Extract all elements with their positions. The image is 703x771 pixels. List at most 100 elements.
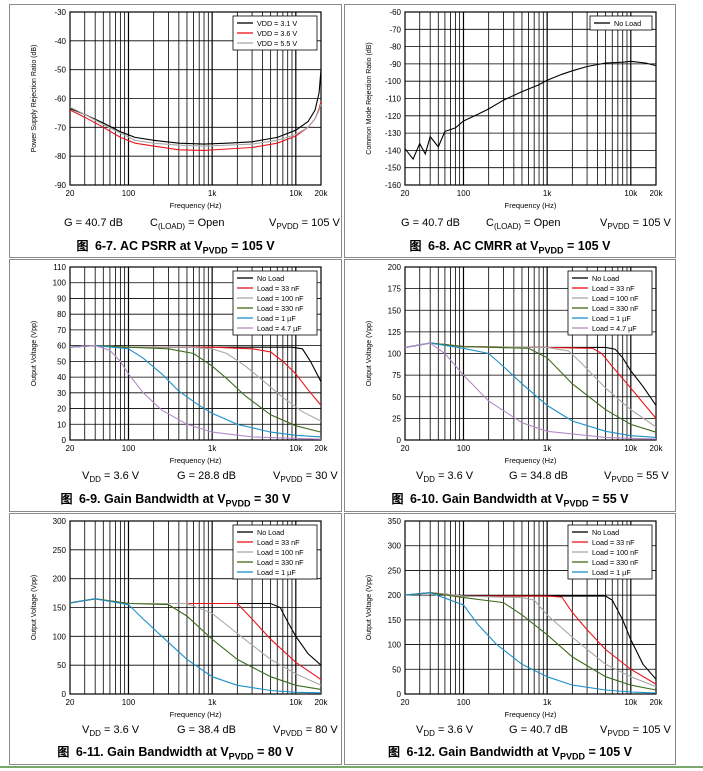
legend-label: No Load — [592, 274, 619, 283]
y-tick-label: 200 — [388, 591, 402, 600]
x-tick-label: 20 — [66, 189, 75, 198]
x-axis-label: Frequency (Hz) — [170, 201, 222, 210]
y-tick-label: 100 — [53, 279, 67, 288]
x-tick-label: 100 — [457, 189, 471, 198]
y-axis-label: Common Mode Rejection Ratio (dB) — [366, 42, 373, 154]
y-tick-label: 350 — [388, 517, 402, 526]
series-line — [404, 592, 657, 694]
x-tick-label: 20k — [650, 444, 664, 453]
series-line — [404, 342, 657, 433]
series-line — [404, 342, 657, 438]
page-footer-rule — [0, 766, 703, 768]
condition-gain: G = 38.4 dB — [177, 724, 237, 736]
x-tick-label: 100 — [122, 444, 136, 453]
y-tick-label: -70 — [389, 25, 401, 34]
x-tick-label: 100 — [457, 698, 471, 707]
legend-label: Load = 330 nF — [257, 304, 304, 313]
x-tick-label: 100 — [122, 698, 136, 707]
y-tick-label: 25 — [392, 414, 401, 423]
figure-caption: 图 6-7. AC PSRR at VPVDD = 105 V — [76, 239, 275, 256]
condition-gain: G = 40.7 dB — [509, 724, 569, 736]
y-tick-label: 90 — [57, 294, 66, 303]
y-tick-label: -70 — [54, 123, 66, 132]
legend-label: Load = 1 µF — [592, 568, 631, 577]
y-tick-label: 30 — [57, 389, 66, 398]
y-tick-label: 110 — [53, 263, 66, 272]
y-tick-label: 150 — [53, 604, 67, 613]
y-tick-label: 200 — [53, 575, 67, 584]
x-tick-label: 10k — [624, 189, 638, 198]
figure-panel-5: 300 250 200 150 100 50 0 20 100 1k 10k 20k Frequency… — [9, 513, 342, 765]
gain-bandwidth-80v-chart: 300 250 200 150 100 50 020 100 1k 10k 20k Frequency… — [31, 517, 329, 719]
y-tick-label: 0 — [62, 690, 67, 699]
legend-box — [589, 15, 653, 31]
y-tick-label: 100 — [388, 350, 402, 359]
y-tick-label: -100 — [385, 77, 402, 86]
legend-label: Load = 1 µF — [257, 314, 296, 323]
y-axis-label: Output Voltage (Vpp) — [366, 575, 373, 640]
series-line — [69, 345, 322, 438]
legend-label: No Load — [257, 528, 284, 537]
plot-frame — [404, 520, 657, 695]
y-tick-label: 75 — [392, 371, 401, 380]
condition-gain: G = 34.8 dB — [509, 470, 569, 482]
x-axis-label: Frequency (Hz) — [505, 201, 557, 210]
condition-vdd: VDD = 3.6 V — [416, 470, 474, 485]
y-tick-label: 50 — [57, 661, 66, 670]
legend-label: VDD = 5.5 V — [257, 39, 297, 48]
legend-label: Load = 4.7 µF — [592, 324, 637, 333]
y-tick-label: -80 — [54, 152, 66, 161]
figure-panel-1: -30 -40 -50 -60 -70 -80 -90 20 100 1k 10k 20k Freque… — [9, 4, 342, 258]
legend-label: VDD = 3.6 V — [257, 29, 297, 38]
legend-label: Load = 1 µF — [257, 568, 296, 577]
cmrr-chart: -60 -70 -80 -90 -100 -110 -120 -130 -140 -150 -160… — [366, 8, 664, 210]
x-axis-label: Frequency (Hz) — [505, 710, 557, 719]
x-tick-label: 20k — [650, 189, 664, 198]
condition-pvdd: VPVDD = 80 V — [273, 724, 338, 739]
gain-bandwidth-105v-chart: 350 300 250 200 150 100 50 020 100 1k 10k 20k Freque… — [366, 517, 663, 719]
y-tick-label: -110 — [386, 95, 402, 104]
x-tick-label: 1k — [543, 189, 552, 198]
figure-caption: 图 6-12. Gain Bandwidth at VPVDD = 105 V — [388, 745, 632, 762]
legend-label: Load = 33 nF — [257, 284, 300, 293]
x-tick-label: 20 — [401, 444, 410, 453]
legend-label: Load = 100 nF — [592, 294, 639, 303]
x-tick-label: 10k — [624, 444, 638, 453]
y-tick-label: 150 — [388, 306, 402, 315]
legend-label: Load = 100 nF — [592, 548, 639, 557]
x-tick-label: 20 — [401, 698, 410, 707]
y-tick-label: -80 — [389, 43, 401, 52]
y-tick-label: 0 — [397, 436, 402, 445]
condition-load: C(LOAD) = Open — [150, 217, 225, 232]
x-tick-label: 20k — [315, 698, 329, 707]
series-line — [404, 592, 657, 691]
x-tick-label: 10k — [289, 698, 303, 707]
y-tick-label: 250 — [53, 546, 67, 555]
x-tick-label: 10k — [289, 444, 303, 453]
series-line — [69, 104, 322, 147]
y-tick-label: 125 — [388, 328, 402, 337]
x-tick-label: 10k — [289, 189, 303, 198]
y-tick-label: -140 — [385, 146, 402, 155]
condition-pvdd: VPVDD = 105 V — [600, 217, 671, 232]
y-tick-label: 10 — [57, 420, 66, 429]
plot-frame — [69, 11, 322, 186]
legend-label: Load = 33 nF — [592, 284, 635, 293]
series-line — [69, 69, 322, 145]
y-tick-label: 40 — [57, 373, 66, 382]
y-tick-label: -60 — [389, 8, 401, 17]
x-tick-label: 1k — [208, 698, 217, 707]
condition-pvdd: VPVDD = 105 V — [269, 217, 340, 232]
y-tick-label: 50 — [392, 393, 401, 402]
y-tick-label: -160 — [385, 181, 402, 190]
condition-vdd: VDD = 3.6 V — [82, 470, 140, 485]
x-tick-label: 100 — [122, 189, 136, 198]
condition-load: C(LOAD) = Open — [486, 217, 561, 232]
x-tick-label: 1k — [543, 698, 552, 707]
condition-gain: G = 28.8 dB — [177, 470, 237, 482]
y-tick-label: 50 — [57, 357, 66, 366]
y-tick-label: -90 — [389, 60, 401, 69]
figure-panel-6: 350 300 250 200 150 100 50 0 20 100 1k 10k 20k Freque… — [344, 513, 676, 765]
legend-label: Load = 330 nF — [592, 304, 639, 313]
